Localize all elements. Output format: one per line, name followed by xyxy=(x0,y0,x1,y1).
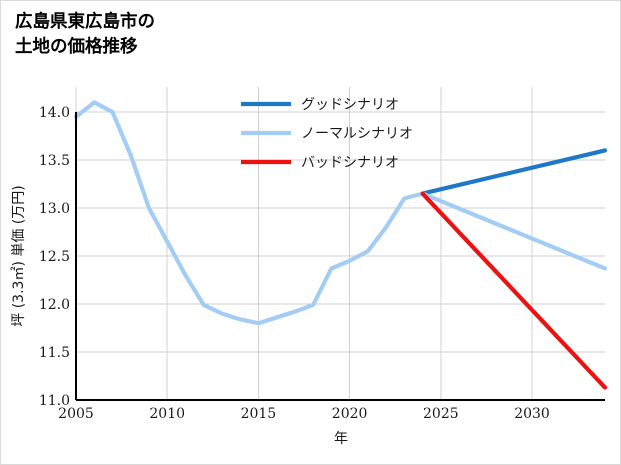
y-tick-label: 14.0 xyxy=(39,105,70,121)
x-tick-label: 2030 xyxy=(514,406,550,422)
axes xyxy=(74,112,605,402)
y-axis-title: 坪 (3.3㎡) 単価 (万円) xyxy=(11,185,27,326)
x-tick-label: 2020 xyxy=(332,406,368,422)
y-tick-label: 12.5 xyxy=(39,249,70,265)
y-tick-label: 13.5 xyxy=(39,153,70,169)
chart-title: 広島県東広島市の 土地の価格推移 xyxy=(15,11,155,56)
y-axis-tick-labels: 11.0 11.5 12.0 12.5 13.0 13.5 14.0 xyxy=(39,105,70,409)
series-line-2 xyxy=(420,191,608,390)
x-tick-label: 2005 xyxy=(58,406,94,422)
y-tick-label: 11.0 xyxy=(39,393,70,409)
legend-label-0: グッドシナリオ xyxy=(301,97,399,113)
legend-label-2: バッドシナリオ xyxy=(301,155,399,171)
data-series-group xyxy=(73,100,608,390)
x-axis-title: 年 xyxy=(334,431,348,447)
x-tick-label: 2025 xyxy=(423,406,459,422)
y-tick-label: 11.5 xyxy=(39,345,70,361)
series-line-0 xyxy=(420,148,608,196)
y-tick-label: 13.0 xyxy=(39,201,70,217)
x-tick-label: 2015 xyxy=(241,406,277,422)
series-line-1 xyxy=(73,100,608,326)
y-tick-label: 12.0 xyxy=(39,297,70,313)
x-axis-tick-labels: 2005 2010 2015 2020 2025 2030 xyxy=(58,406,550,422)
legend-label-1: ノーマルシナリオ xyxy=(301,126,413,142)
x-tick-label: 2010 xyxy=(149,406,185,422)
